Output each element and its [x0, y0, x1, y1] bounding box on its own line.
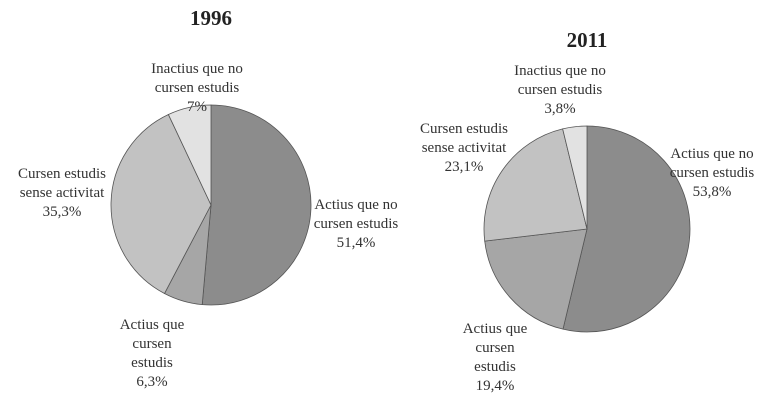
slice-label: Actius que cursen estudis 19,4% [456, 320, 534, 396]
slice-category: Actius que cursen estudis [462, 321, 528, 375]
pie-slice [201, 104, 312, 306]
slice-category: Actius que cursen estudis [119, 317, 185, 371]
slice-category: Actius que no cursen estudis [669, 146, 755, 181]
slice-value: 35,3% [42, 204, 82, 220]
pie-slice [110, 113, 212, 295]
slice-value: 19,4% [475, 378, 515, 394]
slice-value: 23,1% [444, 159, 484, 175]
slice-category: Cursen estudis sense activitat [18, 166, 106, 201]
slice-label: Inactius que no cursen estudis 3,8% [501, 62, 619, 119]
slice-value: 53,8% [692, 184, 732, 200]
slice-label: Inactius que no cursen estudis 7% [138, 60, 256, 117]
pie-slice [562, 125, 588, 230]
slice-category: Inactius que no cursen estudis [514, 63, 606, 98]
slice-label: Cursen estudis sense activitat 23,1% [416, 120, 512, 177]
chart-title: 2011 [566, 28, 608, 52]
slice-label: Cursen estudis sense activitat 35,3% [16, 165, 108, 222]
chart-title: 1996 [190, 6, 232, 30]
pie-slice [167, 104, 212, 206]
pie-slice [483, 128, 588, 242]
pie-slice [562, 125, 691, 333]
slice-label: Actius que cursen estudis 6,3% [113, 316, 191, 392]
slice-value: 3,8% [544, 101, 576, 117]
slice-value: 7% [187, 99, 207, 115]
slice-category: Actius que no cursen estudis [313, 197, 399, 232]
slice-label: Actius que no cursen estudis 51,4% [311, 196, 401, 253]
slice-label: Actius que no cursen estudis 53,8% [667, 145, 757, 202]
slice-category: Cursen estudis sense activitat [420, 121, 508, 156]
pie-slice [484, 228, 588, 330]
slice-value: 6,3% [136, 374, 168, 390]
slice-category: Inactius que no cursen estudis [151, 61, 243, 96]
slice-value: 51,4% [336, 235, 376, 251]
